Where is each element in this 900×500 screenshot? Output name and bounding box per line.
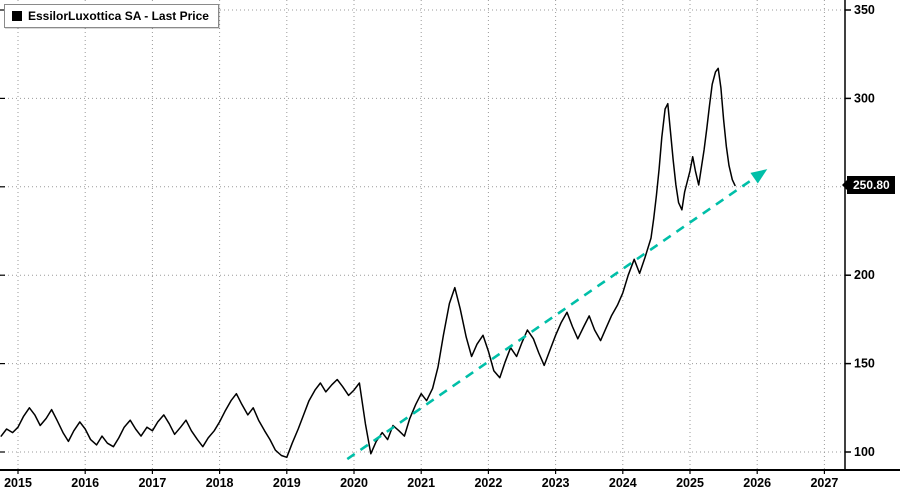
x-axis-label: 2023	[542, 476, 570, 490]
x-axis-label: 2015	[4, 476, 32, 490]
legend-label: EssilorLuxottica SA - Last Price	[28, 9, 209, 23]
x-axis-label: 2022	[474, 476, 502, 490]
x-axis-label: 2026	[743, 476, 771, 490]
x-axis-label: 2018	[206, 476, 234, 490]
x-axis-label: 2019	[273, 476, 301, 490]
x-axis-label: 2027	[810, 476, 838, 490]
x-axis-label: 2024	[609, 476, 637, 490]
y-axis-label: 350	[854, 3, 875, 17]
price-line	[0, 67, 736, 459]
x-axis-label: 2016	[71, 476, 99, 490]
trend-arrow-head-icon	[750, 169, 768, 184]
x-axis-label: 2020	[340, 476, 368, 490]
last-price-tag: 250.80	[842, 176, 895, 195]
y-axis-label: 200	[854, 268, 875, 282]
y-axis-label: 150	[854, 357, 875, 371]
x-axis-label: 2017	[138, 476, 166, 490]
y-axis-label: 100	[854, 445, 875, 459]
trend-arrow-line	[346, 177, 755, 461]
x-axis-label: 2021	[407, 476, 435, 490]
legend-series-swatch-icon	[12, 11, 22, 21]
x-axis-label: 2025	[676, 476, 704, 490]
legend: EssilorLuxottica SA - Last Price	[4, 4, 219, 28]
y-axis-label: 300	[854, 91, 875, 105]
